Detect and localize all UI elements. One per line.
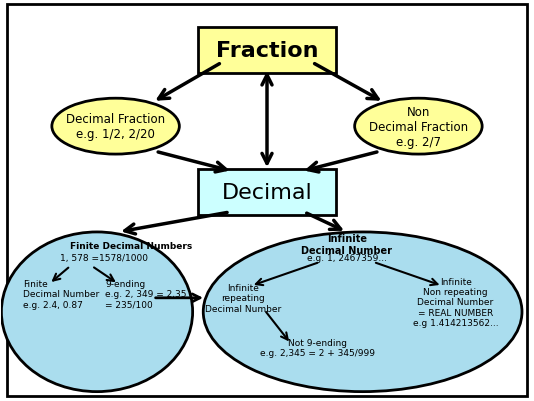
Text: Finite
Decimal Number
e.g. 2.4, 0.87: Finite Decimal Number e.g. 2.4, 0.87 (22, 279, 99, 309)
Text: Not 9-ending
e.g. 2,345 = 2 + 345/999: Not 9-ending e.g. 2,345 = 2 + 345/999 (260, 338, 375, 358)
FancyBboxPatch shape (198, 170, 336, 215)
Text: Finite Decimal Numbers: Finite Decimal Numbers (70, 242, 193, 251)
FancyBboxPatch shape (198, 28, 336, 74)
Text: Decimal Fraction
e.g. 1/2, 2/20: Decimal Fraction e.g. 1/2, 2/20 (66, 113, 165, 141)
Text: e.g. 1, 2467359...: e.g. 1, 2467359... (307, 254, 387, 263)
Text: Decimal: Decimal (222, 182, 312, 203)
Text: Infinite
Decimal Number: Infinite Decimal Number (301, 233, 392, 255)
Text: 9-ending
e.g. 2, 349 = 2,35
= 235/100: 9-ending e.g. 2, 349 = 2,35 = 235/100 (105, 279, 186, 309)
Text: Infinite
Non repeating
Decimal Number
= REAL NUMBER
e.g 1.414213562...: Infinite Non repeating Decimal Number = … (413, 277, 498, 327)
Ellipse shape (203, 232, 522, 392)
Text: Infinite
repeating
Decimal Number: Infinite repeating Decimal Number (205, 283, 281, 313)
Text: Fraction: Fraction (216, 41, 318, 61)
Text: 1, 578 =1578/1000: 1, 578 =1578/1000 (60, 254, 148, 263)
Text: Non
Decimal Fraction
e.g. 2/7: Non Decimal Fraction e.g. 2/7 (369, 105, 468, 148)
Ellipse shape (355, 99, 482, 155)
Ellipse shape (52, 99, 179, 155)
Ellipse shape (2, 232, 193, 392)
